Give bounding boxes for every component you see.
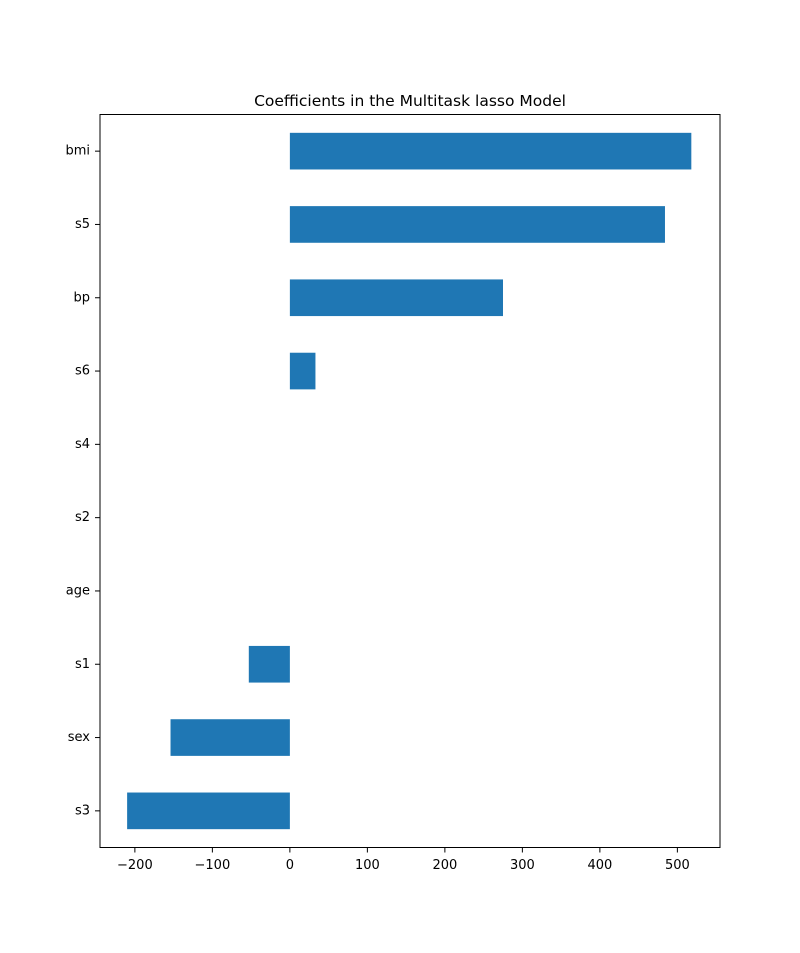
y-tick-label-s1: s1 [75,657,90,672]
y-tick-label-bmi: bmi [65,144,90,159]
bar-s3 [127,792,290,830]
bar-s1 [248,645,290,683]
x-tick-label-5: 300 [510,858,535,873]
y-tick-label-s6: s6 [75,364,90,379]
y-tick-label-age: age [66,583,90,598]
chart-title: Coefficients in the Multitask lasso Mode… [254,92,566,110]
y-tick-label-sex: sex [68,730,91,745]
bar-bp [289,279,503,317]
y-tick-label-s2: s2 [75,510,90,525]
x-axis: −200 −100 0 100 200 300 400 500 [117,847,690,873]
x-tick-label-2: 0 [286,858,294,873]
bar-s5 [289,206,665,243]
x-tick-label-6: 400 [587,858,612,873]
y-axis: bmi s5 bp s6 s4 s2 age s1 sex s3 [65,144,100,818]
y-tick-label-s5: s5 [75,217,90,232]
bar-sex [170,719,290,756]
plot-frame [99,114,721,848]
bar-s6 [289,352,316,390]
x-tick-label-4: 200 [432,858,457,873]
x-tick-label-1: −100 [195,858,231,873]
x-tick-label-7: 500 [665,858,690,873]
bar-bmi [289,132,692,170]
y-tick-label-s4: s4 [75,437,90,452]
y-tick-label-bp: bp [73,290,90,305]
bars-layer [127,132,692,830]
y-tick-label-s3: s3 [75,803,90,818]
x-tick-label-3: 100 [355,858,380,873]
x-tick-label-0: −200 [117,858,153,873]
